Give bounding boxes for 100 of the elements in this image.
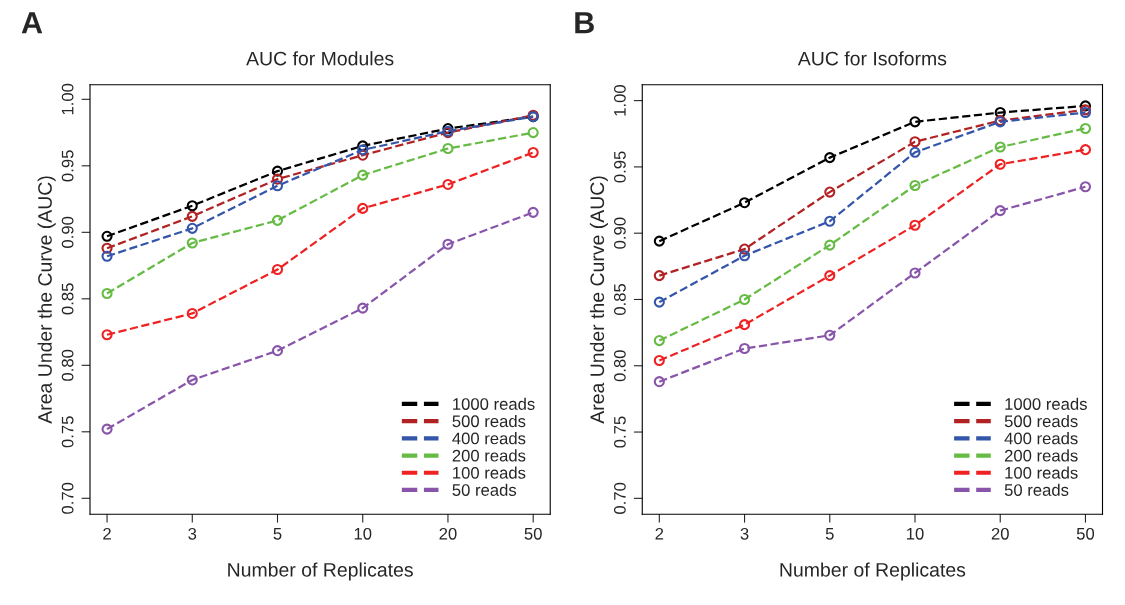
legend-label: 50 reads [1004, 483, 1069, 496]
legend-label: 400 reads [452, 432, 526, 445]
point [653, 270, 665, 282]
y-axis-title: Area Under the Curve (AUC) [37, 176, 56, 424]
point [101, 230, 113, 242]
chart-title: AUC for Isoforms [797, 51, 947, 66]
point [824, 329, 836, 341]
point [357, 202, 369, 214]
legend-label: 500 reads [1004, 414, 1078, 428]
point [909, 146, 921, 158]
x-tick-label: 2 [655, 527, 664, 540]
point [1079, 181, 1092, 193]
point [101, 329, 113, 341]
point [738, 293, 751, 306]
y-tick-label: 0.75 [613, 416, 626, 448]
y-tick-label: 0.90 [613, 217, 626, 249]
point [738, 342, 751, 355]
point [271, 264, 284, 276]
point [101, 287, 113, 300]
x-tick-label: 10 [907, 527, 924, 540]
x-axis-title: Number of Replicates [228, 562, 413, 581]
y-tick-label: 0.90 [61, 216, 74, 248]
x-tick-label: 50 [1076, 527, 1095, 540]
x-tick-label: 3 [740, 527, 749, 540]
x-tick-label: 5 [273, 528, 282, 540]
x-tick-label: 50 [524, 527, 542, 540]
point [271, 165, 284, 177]
point [357, 144, 369, 156]
point [653, 235, 665, 247]
point [824, 270, 836, 282]
point [442, 178, 454, 190]
point [653, 354, 665, 367]
y-tick-label: 0.80 [613, 350, 626, 382]
legend-label: 50 reads [452, 483, 517, 496]
point [527, 146, 539, 159]
point [357, 149, 369, 161]
point [186, 200, 198, 212]
point [994, 205, 1006, 217]
legend-label: 500 reads [452, 414, 526, 428]
point [527, 127, 539, 139]
point [271, 345, 284, 357]
y-tick-label: 1.00 [61, 83, 74, 115]
y-tick-label: 0.85 [613, 283, 626, 316]
text: B [575, 12, 594, 34]
point [186, 307, 198, 319]
point [186, 374, 198, 386]
y-tick-label: 1.00 [613, 85, 626, 116]
point [271, 173, 284, 185]
point [824, 239, 836, 251]
y-tick-label: 0.70 [613, 482, 626, 514]
point [994, 141, 1006, 153]
point [909, 116, 921, 128]
x-axis-title: Number of Replicates [780, 562, 966, 581]
point [101, 423, 113, 435]
legend-label: 100 reads [1005, 466, 1078, 479]
text: A [21, 12, 43, 34]
point [101, 250, 113, 262]
legend-label: 200 reads [452, 449, 526, 462]
point [653, 376, 665, 388]
legend-label: 200 reads [1004, 449, 1078, 462]
y-tick-label: 0.75 [61, 416, 74, 448]
point [1079, 144, 1092, 156]
y-tick-label: 0.80 [61, 349, 74, 381]
point [994, 158, 1006, 170]
legend-label: 1000 reads [453, 397, 535, 410]
point [1079, 100, 1092, 112]
point [738, 319, 751, 331]
x-tick-label: 5 [825, 528, 834, 540]
point [653, 335, 665, 347]
point [738, 250, 751, 262]
x-tick-label: 2 [103, 527, 111, 540]
legend-label: 400 reads [1004, 432, 1078, 445]
point [824, 152, 836, 164]
legend-label: 100 reads [453, 466, 526, 479]
point [824, 215, 836, 227]
point [738, 197, 751, 209]
point [357, 140, 369, 152]
point [909, 267, 921, 279]
point [1079, 122, 1092, 134]
point [653, 296, 665, 308]
x-tick-label: 3 [188, 527, 197, 540]
point [909, 136, 921, 148]
legend-label: 1000 reads [1005, 397, 1087, 410]
x-tick-label: 20 [991, 527, 1009, 540]
point [186, 237, 198, 249]
x-tick-label: 20 [439, 527, 457, 540]
point [101, 242, 113, 254]
y-tick-label: 0.95 [61, 150, 74, 182]
x-tick-label: 10 [354, 527, 372, 540]
point [527, 206, 539, 218]
y-tick-label: 0.70 [61, 482, 74, 514]
point [442, 238, 454, 250]
point [909, 219, 921, 231]
point [271, 214, 284, 226]
chart-title: AUC for Modules [246, 51, 394, 66]
point [271, 180, 284, 192]
y-tick-label: 0.95 [613, 151, 626, 183]
point [186, 222, 198, 234]
point [824, 186, 836, 198]
y-tick-label: 0.85 [61, 283, 74, 315]
